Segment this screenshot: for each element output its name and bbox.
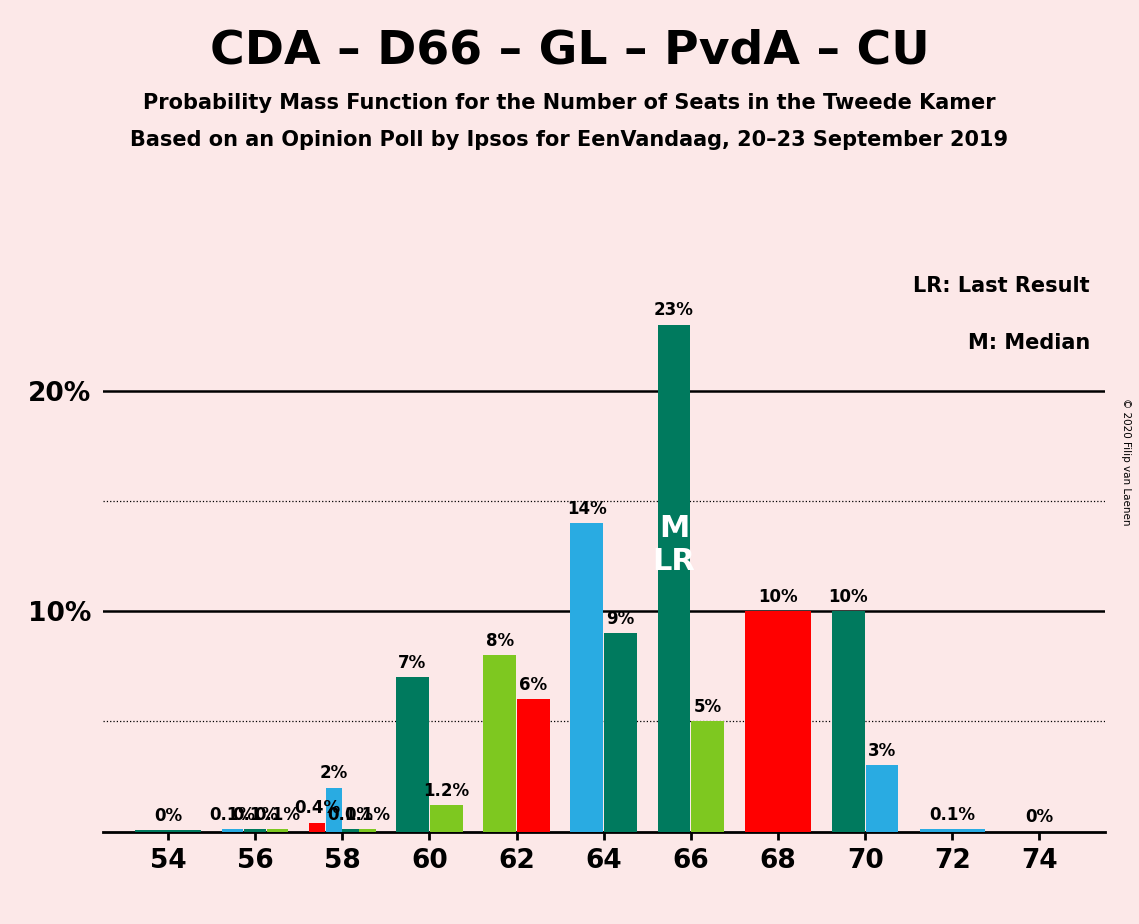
Text: 0.1%: 0.1% bbox=[328, 806, 374, 824]
Text: 6%: 6% bbox=[519, 675, 548, 694]
Text: CDA – D66 – GL – PvdA – CU: CDA – D66 – GL – PvdA – CU bbox=[210, 29, 929, 73]
Text: 9%: 9% bbox=[606, 610, 634, 627]
Text: 0.1%: 0.1% bbox=[344, 806, 391, 824]
Bar bbox=[866, 765, 899, 832]
Bar bbox=[657, 325, 690, 832]
Text: 14%: 14% bbox=[567, 500, 607, 517]
Text: Probability Mass Function for the Number of Seats in the Tweede Kamer: Probability Mass Function for the Number… bbox=[144, 93, 995, 114]
Bar bbox=[919, 830, 985, 832]
Bar bbox=[745, 612, 811, 832]
Text: 23%: 23% bbox=[654, 301, 694, 320]
Text: M
LR: M LR bbox=[653, 514, 696, 577]
Text: 10%: 10% bbox=[759, 588, 797, 606]
Text: 0.1%: 0.1% bbox=[929, 806, 975, 824]
Bar bbox=[571, 523, 604, 832]
Bar bbox=[136, 831, 200, 832]
Bar bbox=[326, 787, 342, 832]
Bar bbox=[831, 612, 865, 832]
Text: 0.1%: 0.1% bbox=[232, 806, 278, 824]
Bar bbox=[343, 830, 359, 832]
Text: 5%: 5% bbox=[694, 698, 722, 716]
Text: 10%: 10% bbox=[828, 588, 868, 606]
Bar bbox=[309, 822, 325, 832]
Text: 0.1%: 0.1% bbox=[210, 806, 255, 824]
Text: Based on an Opinion Poll by Ipsos for EenVandaag, 20–23 September 2019: Based on an Opinion Poll by Ipsos for Ee… bbox=[131, 130, 1008, 151]
Bar bbox=[244, 830, 267, 832]
Text: M: Median: M: Median bbox=[967, 334, 1090, 353]
Text: 8%: 8% bbox=[485, 632, 514, 650]
Text: 0.4%: 0.4% bbox=[294, 799, 339, 817]
Bar bbox=[691, 722, 724, 832]
Bar bbox=[359, 830, 376, 832]
Text: 7%: 7% bbox=[399, 654, 427, 672]
Text: 3%: 3% bbox=[868, 742, 896, 760]
Bar bbox=[517, 699, 550, 832]
Bar bbox=[604, 633, 637, 832]
Text: 1.2%: 1.2% bbox=[424, 782, 469, 799]
Bar bbox=[267, 830, 288, 832]
Bar bbox=[483, 655, 516, 832]
Text: 2%: 2% bbox=[320, 764, 347, 782]
Bar bbox=[396, 677, 429, 832]
Text: LR: Last Result: LR: Last Result bbox=[913, 276, 1090, 296]
Text: 0.1%: 0.1% bbox=[254, 806, 301, 824]
Text: 0%: 0% bbox=[1025, 808, 1054, 826]
Text: 0%: 0% bbox=[154, 807, 182, 825]
Bar bbox=[222, 830, 244, 832]
Text: © 2020 Filip van Laenen: © 2020 Filip van Laenen bbox=[1121, 398, 1131, 526]
Bar bbox=[429, 805, 462, 832]
